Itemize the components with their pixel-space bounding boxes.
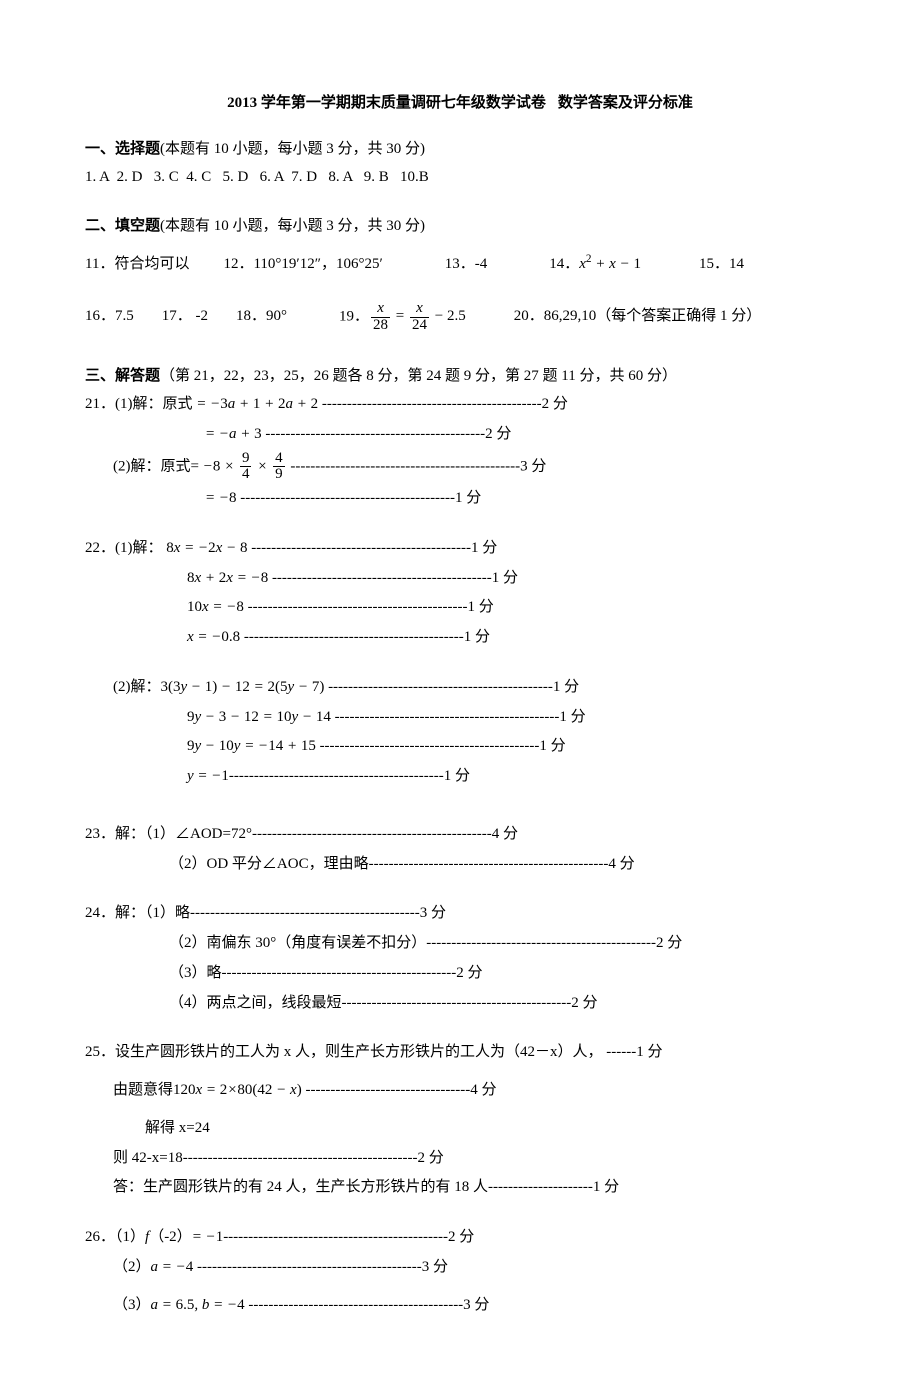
q21-2b: = −8 -----------------------------------… bbox=[85, 485, 835, 513]
fill-line-1: 11．符合均可以 12．110°19′12″，106°25′ 13．-4 14．… bbox=[85, 251, 835, 279]
q21-1b: = −a + 3 -------------------------------… bbox=[85, 421, 835, 449]
doc-title: 2013 学年第一学期期末质量调研七年级数学试卷数学答案及评分标准 bbox=[85, 90, 835, 118]
title-left: 2013 学年第一学期期末质量调研七年级数学试卷 bbox=[227, 95, 546, 111]
q18: 18．90° bbox=[236, 303, 287, 331]
section-2-bold: 二、填空题 bbox=[85, 218, 160, 234]
q26-a: 26．（1）f（-2）= −1-------------------------… bbox=[85, 1224, 835, 1252]
section-3-head: 三、解答题（第 21，22，23，25，26 题各 8 分，第 24 题 9 分… bbox=[85, 363, 835, 391]
q21-1a: 21．(1)解：原式 = −3a + 1 + 2a + 2 ----------… bbox=[85, 391, 835, 419]
q16: 16．7.5 bbox=[85, 303, 134, 331]
q21-2a: (2)解：原式= −8 × 94 × 49 ------------------… bbox=[85, 451, 835, 484]
section-2-head: 二、填空题(本题有 10 小题，每小题 3 分，共 30 分) bbox=[85, 213, 835, 241]
q23-2: （2）OD 平分∠AOC，理由略------------------------… bbox=[85, 851, 835, 879]
q15: 15．14 bbox=[699, 251, 744, 279]
q12: 12．110°19′12″，106°25′ bbox=[223, 251, 382, 279]
fill-line-2: 16．7.5 17． -2 18．90° 19．x28 = x24 − 2.5 … bbox=[85, 301, 835, 334]
page: 2013 学年第一学期期末质量调研七年级数学试卷数学答案及评分标准 一、选择题(… bbox=[0, 0, 920, 1381]
q25-e: 答：生产圆形铁片的有 24 人，生产长方形铁片的有 18 人----------… bbox=[85, 1174, 835, 1202]
q13: 13．-4 bbox=[445, 251, 488, 279]
q24-2: （2）南偏东 30°（角度有误差不扣分）--------------------… bbox=[85, 930, 835, 958]
q25-b: 由题意得120x = 2×80(42 − x) ----------------… bbox=[85, 1077, 835, 1105]
q26-c: （3）a = 6.5, b = −4 ---------------------… bbox=[85, 1292, 835, 1320]
title-right: 数学答案及评分标准 bbox=[558, 95, 693, 111]
q22-1c: 10x = −8 -------------------------------… bbox=[85, 594, 835, 622]
q26-b: （2）a = −4 ------------------------------… bbox=[85, 1254, 835, 1282]
choice-answers: 1. A 2. D 3. C 4. C 5. D 6. A 7. D 8. A … bbox=[85, 164, 835, 192]
q22-2d: y = −1----------------------------------… bbox=[85, 763, 835, 791]
q24-3: （3）略------------------------------------… bbox=[85, 960, 835, 988]
q22-2a: (2)解：3(3y − 1) − 12 = 2(5y − 7) --------… bbox=[85, 674, 835, 702]
q22-2b: 9y − 3 − 12 = 10y − 14 -----------------… bbox=[85, 704, 835, 732]
q20: 20．86,29,10（每个答案正确得 1 分） bbox=[514, 303, 762, 331]
q17: 17． -2 bbox=[162, 303, 208, 331]
q19: 19．x28 = x24 − 2.5 bbox=[339, 301, 466, 334]
q23-1: 23．解：（1）∠AOD=72°------------------------… bbox=[85, 821, 835, 849]
section-2-rest: (本题有 10 小题，每小题 3 分，共 30 分) bbox=[160, 218, 425, 234]
q22-2c: 9y − 10y = −14 + 15 --------------------… bbox=[85, 733, 835, 761]
q22-1b: 8x + 2x = −8 ---------------------------… bbox=[85, 565, 835, 593]
q22-1d: x = −0.8 -------------------------------… bbox=[85, 624, 835, 652]
q25-a: 25．设生产圆形铁片的工人为 x 人，则生产长方形铁片的工人为（42－x）人， … bbox=[85, 1039, 835, 1067]
q25-d: 则 42-x=18-------------------------------… bbox=[85, 1145, 835, 1173]
section-1-bold: 一、选择题 bbox=[85, 141, 160, 157]
section-3-bold: 三、解答题 bbox=[85, 368, 160, 384]
q22-1a: 22．(1)解： 8x = −2x − 8 ------------------… bbox=[85, 535, 835, 563]
section-3-rest: （第 21，22，23，25，26 题各 8 分，第 24 题 9 分，第 27… bbox=[160, 368, 677, 384]
q24-4: （4）两点之间，线段最短----------------------------… bbox=[85, 990, 835, 1018]
q24-1: 24．解：（1）略-------------------------------… bbox=[85, 900, 835, 928]
section-1-rest: (本题有 10 小题，每小题 3 分，共 30 分) bbox=[160, 141, 425, 157]
q25-c: 解得 x=24 bbox=[85, 1115, 835, 1143]
q14: 14．x2 + x − 1 bbox=[549, 251, 641, 279]
q11: 11．符合均可以 bbox=[85, 251, 189, 279]
section-1-head: 一、选择题(本题有 10 小题，每小题 3 分，共 30 分) bbox=[85, 136, 835, 164]
